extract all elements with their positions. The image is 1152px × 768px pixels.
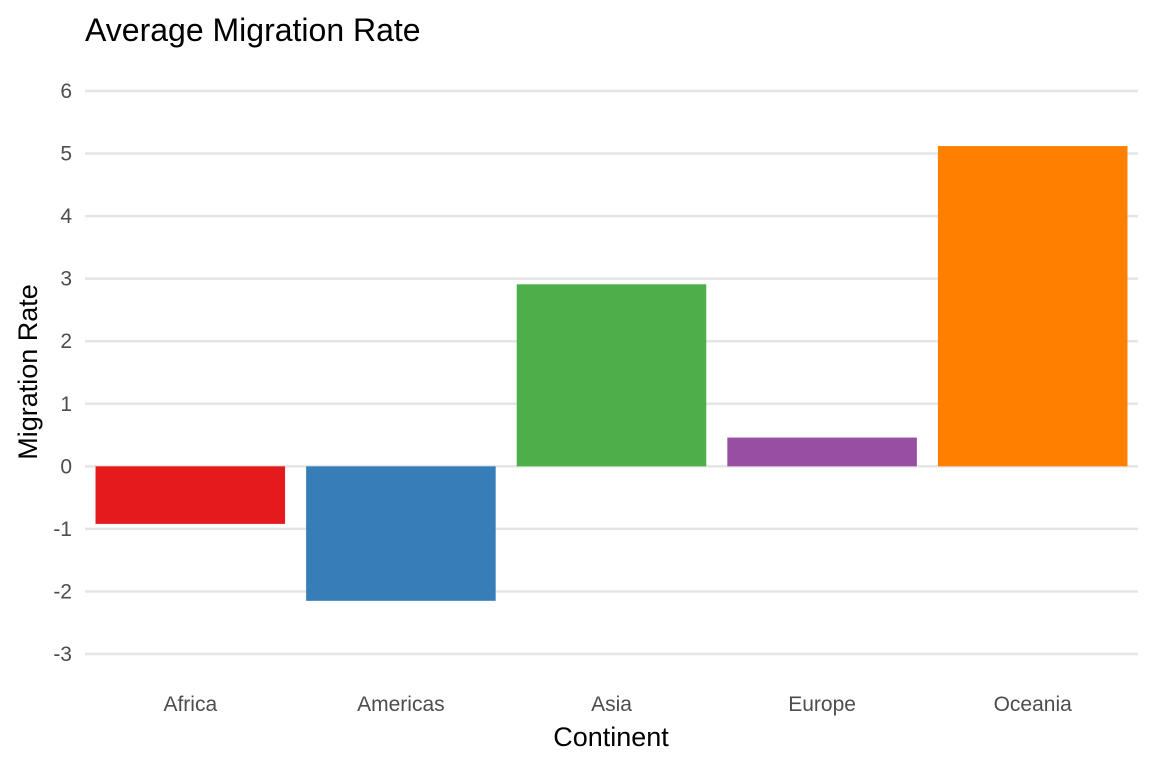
x-tick-labels: Africa Americas Asia Europe Oceania xyxy=(163,693,1072,716)
y-tick-label: 3 xyxy=(60,268,72,291)
y-tick-label: -2 xyxy=(53,580,72,603)
y-tick-label: 0 xyxy=(60,455,72,478)
x-tick-label: Americas xyxy=(357,693,445,716)
x-axis-title: Continent xyxy=(553,722,669,752)
x-tick-label: Africa xyxy=(163,693,217,716)
y-axis-title: Migration Rate xyxy=(13,284,43,460)
y-tick-label: 6 xyxy=(60,80,72,103)
y-tick-label: 4 xyxy=(60,205,72,228)
y-tick-label: -1 xyxy=(53,518,72,541)
y-tick-label: 5 xyxy=(60,143,72,166)
bar-europe xyxy=(727,437,917,467)
bar-africa xyxy=(95,466,286,524)
x-tick-label: Europe xyxy=(788,693,856,716)
y-tick-label: 1 xyxy=(60,393,72,416)
chart-title: Average Migration Rate xyxy=(85,12,421,48)
bar-asia xyxy=(516,284,707,467)
bar-layer xyxy=(95,146,1128,601)
y-tick-label: 2 xyxy=(60,330,72,353)
bar-americas xyxy=(306,466,496,601)
y-tick-label: -3 xyxy=(53,643,72,666)
x-tick-label: Oceania xyxy=(994,693,1073,716)
bar-oceania xyxy=(937,146,1128,467)
y-tick-labels: -3 -2 -1 0 1 2 3 4 5 6 xyxy=(53,80,72,666)
x-tick-label: Asia xyxy=(591,693,632,716)
